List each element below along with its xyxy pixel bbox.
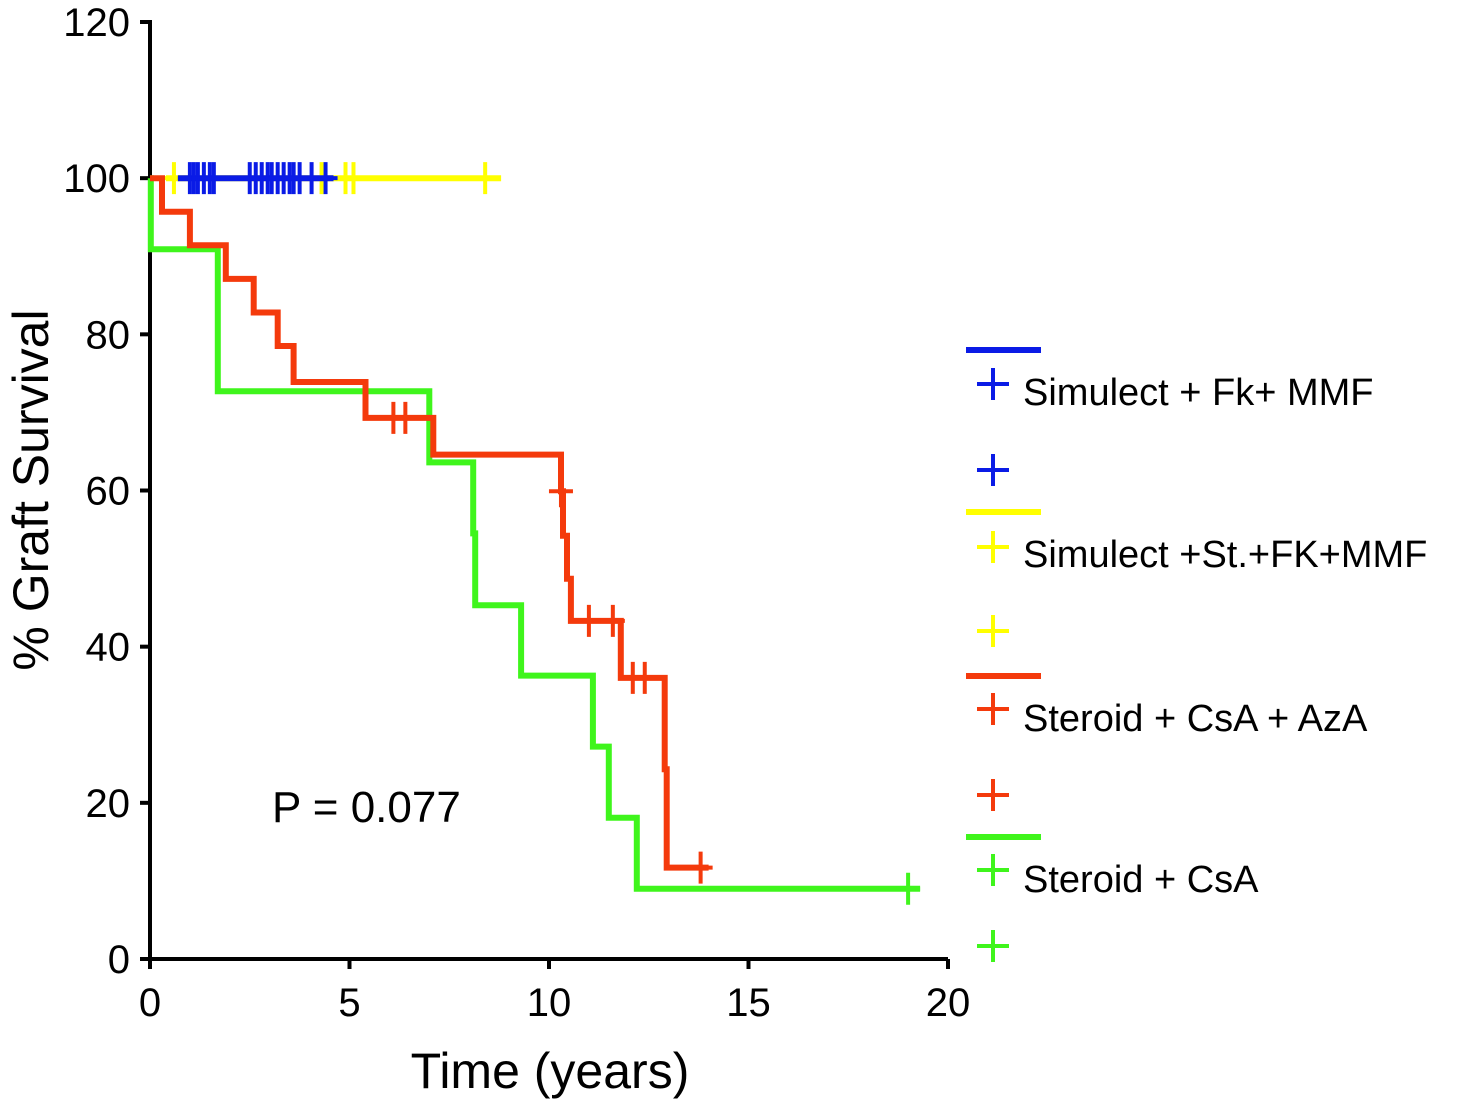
p-value-annotation: P = 0.077 bbox=[272, 783, 461, 832]
x-tick-label: 10 bbox=[527, 981, 572, 1025]
legend-censor-icon bbox=[977, 531, 1009, 563]
legend-censor-icon bbox=[977, 693, 1009, 725]
x-tick-label: 0 bbox=[139, 981, 161, 1025]
censor-mark bbox=[341, 162, 366, 195]
x-tick-label: 15 bbox=[726, 981, 771, 1025]
censor-mark bbox=[313, 162, 338, 195]
plot-area bbox=[147, 162, 921, 905]
y-tick-label: 100 bbox=[63, 157, 130, 201]
censor-mark bbox=[576, 604, 601, 637]
censor-mark bbox=[548, 475, 573, 508]
legend-label: Simulect + Fk+ MMF bbox=[1023, 372, 1374, 414]
x-axis-label: Time (years) bbox=[411, 1043, 690, 1099]
y-tick-label: 120 bbox=[63, 1, 130, 45]
y-tick-label: 80 bbox=[86, 313, 131, 357]
legend: Simulect + Fk+ MMF Simulect +St.+FK+MMF St… bbox=[966, 347, 1427, 962]
legend-censor-icon bbox=[977, 930, 1009, 962]
legend-label: Steroid + CsA bbox=[1023, 859, 1259, 901]
x-ticks: 0 5 10 15 20 bbox=[139, 959, 970, 1025]
censor-mark bbox=[896, 872, 921, 905]
x-tick-label: 5 bbox=[338, 981, 360, 1025]
legend-label: Steroid + CsA + AzA bbox=[1023, 698, 1368, 740]
y-tick-label: 60 bbox=[86, 470, 131, 514]
axes bbox=[148, 20, 948, 961]
censor-mark bbox=[632, 661, 657, 694]
x-tick-label: 20 bbox=[926, 981, 971, 1025]
censor-mark bbox=[688, 851, 713, 884]
censor-mark bbox=[201, 162, 226, 195]
censor-mark bbox=[473, 162, 498, 195]
legend-label: Simulect +St.+FK+MMF bbox=[1023, 534, 1427, 576]
y-axis-label: % Graft Survival bbox=[3, 309, 59, 670]
censor-mark bbox=[393, 401, 418, 434]
legend-censor-icon bbox=[977, 454, 1009, 486]
legend-censor-icon bbox=[977, 854, 1009, 886]
y-tick-label: 40 bbox=[86, 626, 131, 670]
censor-mark bbox=[600, 604, 625, 637]
y-tick-label: 0 bbox=[108, 938, 130, 982]
legend-censor-icon bbox=[977, 779, 1009, 811]
legend-censor-icon bbox=[977, 615, 1009, 647]
series-line-steroid-csa-aza bbox=[150, 175, 709, 871]
legend-censor-icon bbox=[977, 368, 1009, 400]
y-ticks: 0 20 40 60 80 100 120 bbox=[63, 1, 150, 982]
series-line-steroid-csa bbox=[147, 175, 921, 892]
y-tick-label: 20 bbox=[86, 782, 131, 826]
